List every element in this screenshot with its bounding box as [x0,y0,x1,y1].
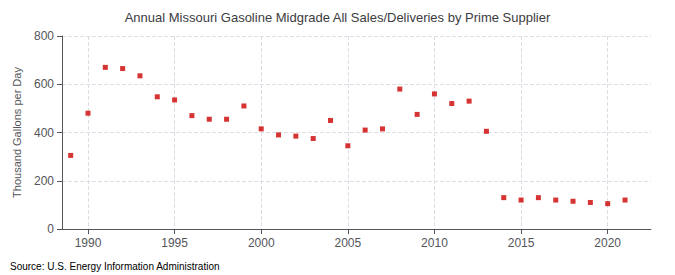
svg-text:Annual Missouri Gasoline Midgr: Annual Missouri Gasoline Midgrade All Sa… [125,10,551,25]
svg-text:2015: 2015 [508,236,535,250]
svg-text:Thousand Gallons per Day: Thousand Gallons per Day [11,67,23,198]
svg-text:1990: 1990 [75,236,102,250]
svg-text:1995: 1995 [161,236,188,250]
svg-text:2005: 2005 [334,236,361,250]
svg-text:Source: U.S. Energy Informatio: Source: U.S. Energy Information Administ… [10,261,220,272]
svg-text:2000: 2000 [248,236,275,250]
svg-text:400: 400 [34,126,54,140]
svg-text:2010: 2010 [421,236,448,250]
svg-text:2020: 2020 [594,236,621,250]
svg-text:600: 600 [34,77,54,91]
svg-text:800: 800 [34,29,54,43]
svg-text:200: 200 [34,174,54,188]
svg-text:0: 0 [47,222,54,236]
